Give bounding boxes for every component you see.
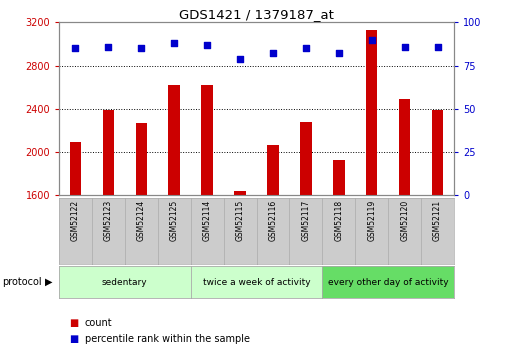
Bar — [300, 121, 311, 345]
Text: every other day of activity: every other day of activity — [328, 277, 448, 287]
Point — [269, 51, 277, 56]
Bar — [267, 145, 279, 345]
Text: GSM52124: GSM52124 — [137, 200, 146, 241]
Text: GSM52122: GSM52122 — [71, 200, 80, 241]
Point — [433, 44, 442, 49]
Text: GSM52119: GSM52119 — [367, 200, 376, 241]
Text: GSM52121: GSM52121 — [433, 200, 442, 241]
Bar — [135, 123, 147, 345]
Text: GSM52125: GSM52125 — [170, 200, 179, 241]
Text: count: count — [85, 318, 112, 327]
Bar — [432, 110, 443, 345]
Point — [236, 56, 244, 61]
Bar — [202, 85, 213, 345]
Bar — [399, 99, 410, 345]
Text: GSM52123: GSM52123 — [104, 200, 113, 241]
Text: ■: ■ — [69, 318, 78, 327]
Point — [334, 51, 343, 56]
Text: GSM52114: GSM52114 — [203, 200, 212, 241]
Text: twice a week of activity: twice a week of activity — [203, 277, 310, 287]
Text: percentile rank within the sample: percentile rank within the sample — [85, 334, 250, 344]
Text: GSM52115: GSM52115 — [235, 200, 245, 241]
Text: ■: ■ — [69, 334, 78, 344]
Text: GSM52118: GSM52118 — [334, 200, 343, 241]
Bar — [103, 110, 114, 345]
Bar — [333, 160, 345, 345]
Point — [302, 46, 310, 51]
Text: GSM52117: GSM52117 — [301, 200, 310, 241]
Text: GSM52116: GSM52116 — [268, 200, 278, 241]
Bar — [234, 190, 246, 345]
Title: GDS1421 / 1379187_at: GDS1421 / 1379187_at — [179, 8, 334, 21]
Text: protocol: protocol — [3, 277, 42, 287]
Text: ▶: ▶ — [45, 277, 52, 287]
Bar — [366, 30, 378, 345]
Point — [401, 44, 409, 49]
Text: sedentary: sedentary — [102, 277, 148, 287]
Bar — [70, 142, 81, 345]
Point — [203, 42, 211, 48]
Bar — [168, 85, 180, 345]
Point — [137, 46, 145, 51]
Point — [71, 46, 80, 51]
Point — [368, 37, 376, 42]
Point — [170, 40, 179, 46]
Text: GSM52120: GSM52120 — [400, 200, 409, 241]
Point — [104, 44, 112, 49]
